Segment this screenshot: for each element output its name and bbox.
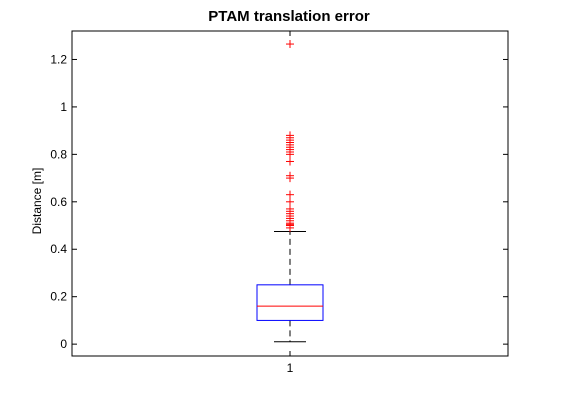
outlier-group [286, 40, 294, 232]
x-tick-label: 1 [287, 361, 294, 375]
outlier-marker [286, 40, 294, 49]
y-axis-label: Distance [m] [30, 168, 44, 235]
outlier-marker [286, 190, 294, 199]
x-axis: 1 [287, 31, 294, 375]
y-tick-label: 1.2 [50, 52, 67, 66]
outlier-marker [286, 131, 294, 140]
y-tick-label: 0.6 [50, 195, 67, 209]
y-tick-label: 1 [60, 100, 67, 114]
y-tick-label: 0 [60, 337, 67, 351]
outlier-marker [286, 171, 294, 180]
y-axis: 0 0.2 0.4 0.6 0.8 1 1.2 [50, 52, 508, 351]
outlier-marker [286, 204, 294, 213]
outlier-marker [286, 157, 294, 166]
y-tick-label: 0.4 [50, 242, 67, 256]
chart-title: PTAM translation error [208, 8, 370, 25]
box-iqr [256, 284, 324, 321]
y-tick-label: 0.8 [50, 147, 67, 161]
y-tick-label: 0.2 [50, 290, 67, 304]
outlier-marker [286, 197, 294, 206]
box-group [256, 230, 324, 343]
